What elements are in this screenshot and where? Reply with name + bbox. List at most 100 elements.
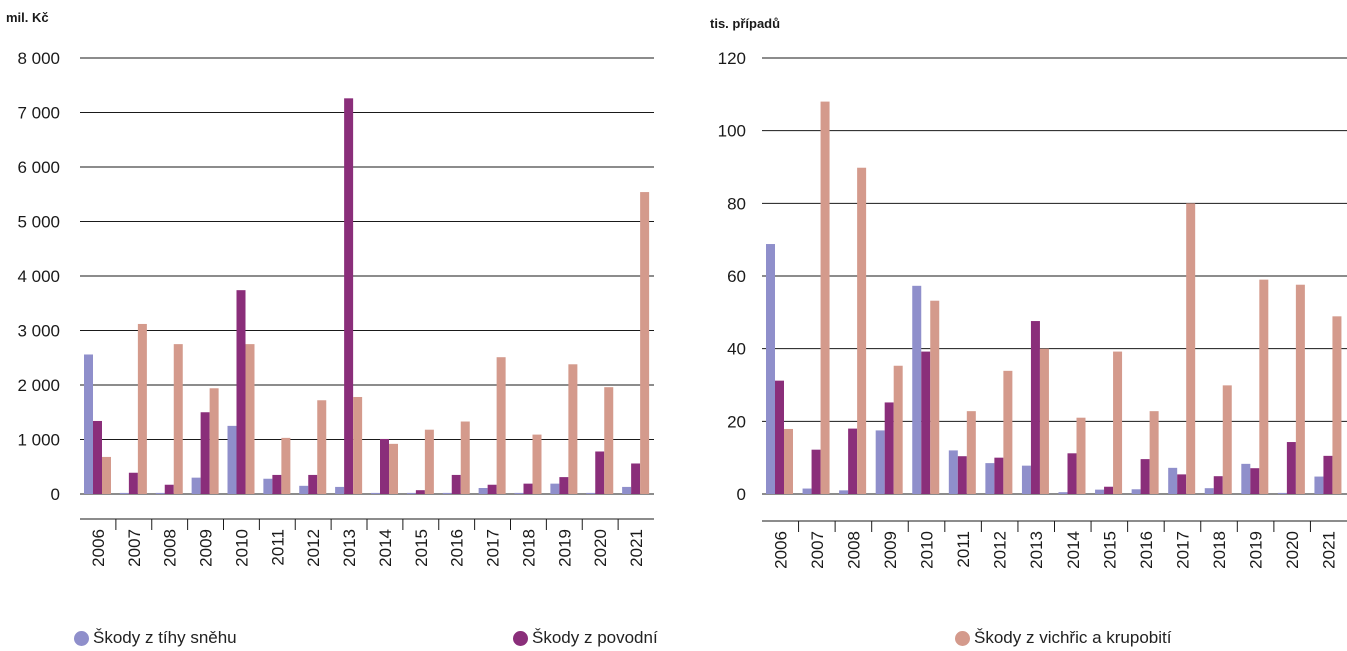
- chart1-category-label: 2011: [268, 529, 287, 566]
- chart1-bar-storm: [137, 323, 147, 494]
- chart1-bar-flood: [272, 474, 282, 494]
- chart1-bar-snow: [84, 354, 93, 494]
- chart1-bar-storm: [424, 429, 434, 494]
- chart1-bar-snow: [227, 425, 237, 494]
- chart2-bar-snow: [1168, 467, 1178, 494]
- legend-label-flood: Škody z povodní: [532, 628, 658, 647]
- chart2-bar-storm: [784, 428, 793, 494]
- chart1-bar-flood: [308, 474, 318, 494]
- chart2-category-label: 2012: [991, 531, 1010, 569]
- chart1-ytick-label: 6 000: [17, 158, 60, 177]
- chart2-bar-flood: [884, 402, 894, 494]
- chart1-category-label: 2018: [519, 529, 538, 567]
- legend-item-flood: Škody z povodní: [513, 628, 658, 648]
- chart1-bar-storm: [281, 437, 291, 494]
- chart1-bar-snow: [586, 492, 596, 494]
- chart1-category-label: 2007: [125, 529, 144, 567]
- chart1-bar-storm: [245, 344, 255, 494]
- chart2-category-label: 2006: [771, 531, 790, 569]
- chart1-bar-storm: [353, 396, 363, 494]
- chart2-bar-flood: [957, 456, 967, 494]
- chart2-category-label: 2016: [1137, 531, 1156, 569]
- chart2-bar-storm: [1259, 279, 1269, 494]
- chart1-category-label: 2013: [340, 529, 359, 567]
- chart2-category-label: 2007: [808, 531, 827, 569]
- chart1-bar-flood: [487, 484, 497, 494]
- chart2-bar-storm: [1113, 351, 1123, 494]
- chart2-category-label: 2010: [918, 531, 937, 569]
- chart1-category-label: 2020: [591, 529, 610, 567]
- chart1-ytick-label: 0: [51, 485, 60, 504]
- chart2-ytick-label: 80: [727, 194, 746, 213]
- chart2-bar-storm: [820, 101, 830, 494]
- chart1-ytick-label: 3 000: [17, 322, 60, 341]
- chart2-bar-snow: [985, 463, 995, 494]
- chart1-category-label: 2006: [89, 529, 108, 567]
- chart2-bar-snow: [766, 244, 775, 494]
- chart2-bar-snow: [1277, 492, 1287, 494]
- chart2-bar-flood: [1250, 468, 1260, 494]
- chart2-category-label: 2017: [1173, 531, 1192, 569]
- chart2-bar-flood: [1067, 453, 1077, 494]
- chart2-bar-snow: [948, 450, 958, 494]
- chart1-category-label: 2021: [627, 529, 646, 567]
- chart2-bar-flood: [1177, 474, 1187, 494]
- chart1-bar-flood: [236, 290, 246, 494]
- chart2-category-label: 2014: [1064, 531, 1083, 569]
- chart2-bar-storm: [1222, 385, 1232, 494]
- chart2-bar-storm: [1149, 411, 1159, 494]
- chart2-bar-flood: [811, 449, 821, 494]
- legend-swatch-snow: [74, 630, 89, 646]
- chart1-bar-snow: [299, 485, 309, 494]
- chart2-bar-storm: [1295, 284, 1305, 494]
- chart2-category-label: 2020: [1283, 531, 1302, 569]
- chart1-bar-snow: [191, 477, 201, 494]
- chart2-ytick-label: 40: [727, 340, 746, 359]
- chart1-bar-storm: [102, 456, 111, 494]
- chart2-category-label: 2013: [1027, 531, 1046, 569]
- legend-swatch-flood: [513, 630, 528, 646]
- chart2-category-label: 2015: [1100, 531, 1119, 569]
- chart1-category-label: 2019: [555, 529, 574, 567]
- chart1-bar-storm: [568, 364, 578, 494]
- chart2-bar-snow: [839, 490, 849, 494]
- charts-canvas: mil. Kč 0 1 000 2 000 3 000 4 000 5 000 6 000 7 …: [6, 10, 1347, 569]
- chart2-bar-snow: [912, 285, 922, 494]
- chart1-bar-flood: [415, 490, 425, 494]
- legend-item-snow: Škody z tíhy sněhu: [74, 628, 237, 648]
- chart1-bar-storm: [389, 443, 398, 494]
- legend-swatch-storm: [955, 630, 970, 646]
- chart2-bar-snow: [1058, 492, 1068, 494]
- chart2-bar-flood: [848, 428, 858, 494]
- chart2-bar-flood: [1213, 476, 1223, 494]
- chart1-bar-snow: [371, 492, 380, 494]
- chart1-bar-storm: [460, 421, 470, 494]
- chart2-bar-flood: [1323, 455, 1333, 494]
- chart2-ytick-label: 0: [737, 485, 746, 504]
- chart1-unit-label: mil. Kč: [6, 10, 49, 25]
- chart2-category-label: 2018: [1210, 531, 1229, 569]
- chart2-category-label: 2021: [1320, 531, 1339, 569]
- chart1-bar-storm: [317, 400, 327, 494]
- chart2-bar-snow: [1021, 465, 1031, 494]
- chart1-bar-storm: [640, 192, 650, 494]
- chart2-bar-storm: [1076, 417, 1086, 494]
- chart1-bar-snow: [119, 492, 129, 494]
- chart2-category-label: 2019: [1247, 531, 1266, 569]
- chart1-ytick-label: 4 000: [17, 267, 60, 286]
- legend-label-snow: Škody z tíhy sněhu: [93, 628, 237, 647]
- chart2-bar-storm: [857, 167, 867, 494]
- chart2-bar-flood: [775, 380, 784, 494]
- chart2-bar-storm: [893, 365, 903, 494]
- chart1-bar-flood: [164, 484, 174, 494]
- chart1-bar-flood: [128, 472, 138, 494]
- chart2-bar-storm: [1003, 370, 1013, 494]
- chart2-bar-snow: [1241, 463, 1251, 494]
- chart1-ytick-label: 2 000: [17, 376, 60, 395]
- chart1-category-label: 2016: [448, 529, 467, 567]
- chart1-ytick-label: 7 000: [17, 104, 60, 123]
- chart1-ytick-label: 8 000: [17, 49, 60, 68]
- chart2-bar-snow: [1204, 488, 1214, 494]
- chart1-bar-snow: [514, 492, 524, 494]
